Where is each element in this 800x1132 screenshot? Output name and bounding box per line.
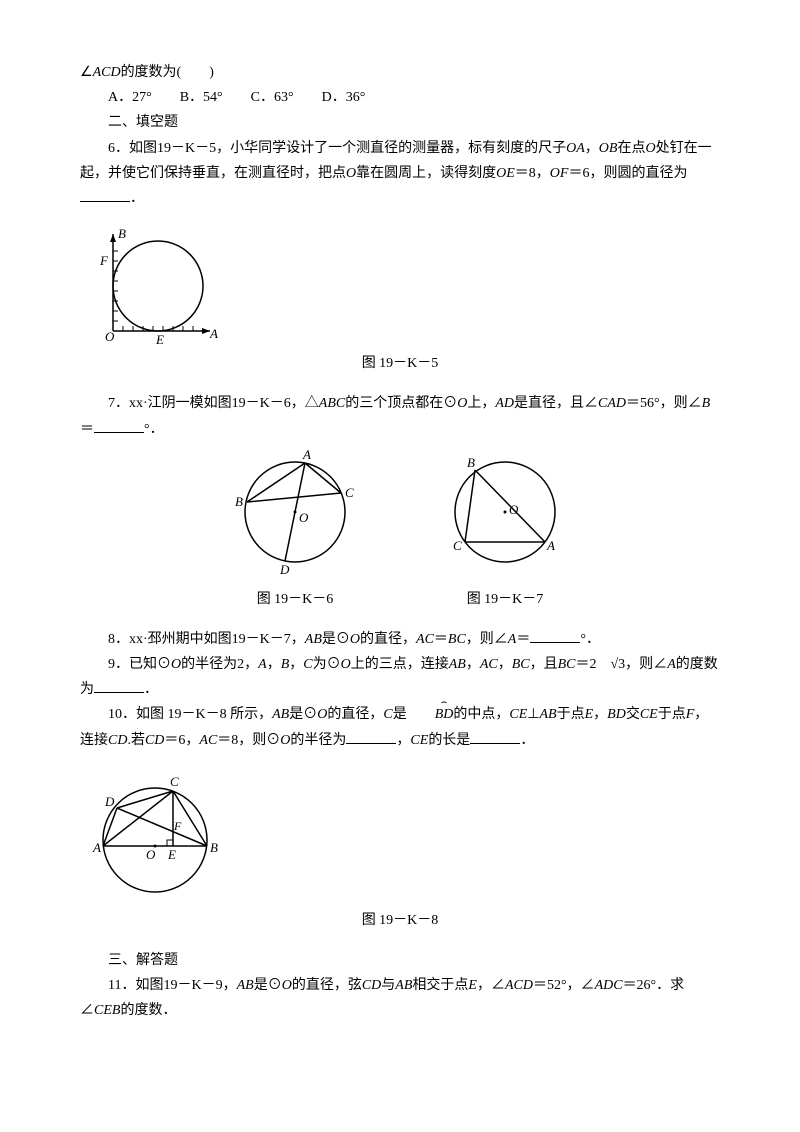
fig7-svg: A B C O xyxy=(435,442,575,582)
blank xyxy=(80,187,130,202)
svg-text:O: O xyxy=(509,502,519,517)
blank xyxy=(530,628,580,643)
fig8-caption: 图 19－K－8 xyxy=(80,908,720,933)
svg-text:E: E xyxy=(155,332,164,346)
q11: 11．如图19－K－9，AB是⊙O的直径，弦CD与AB相交于点E，∠ACD＝52… xyxy=(80,973,720,1023)
q5-stem: ∠ACD的度数为( ) xyxy=(80,60,720,85)
svg-text:O: O xyxy=(105,329,115,344)
fig8-svg: A B C D E F O xyxy=(80,768,230,903)
fig5-caption: 图 19－K－5 xyxy=(80,351,720,376)
arc-bd: ⌢BD xyxy=(407,702,454,727)
svg-text:B: B xyxy=(235,494,243,509)
svg-text:A: A xyxy=(209,326,218,341)
q9: 9．已知⊙O的半径为2，A，B，C为⊙O上的三点，连接AB，AC，BC，且BC＝… xyxy=(80,652,720,702)
blank xyxy=(94,418,144,433)
q10: 10．如图 19－K－8 所示，AB是⊙O的直径，C是⌢BD的中点，CE⊥AB于… xyxy=(80,702,720,752)
svg-text:C: C xyxy=(345,485,354,500)
svg-text:O: O xyxy=(146,847,156,862)
figure-5: O A B E F 图 19－K－5 xyxy=(80,226,720,376)
svg-text:B: B xyxy=(118,226,126,241)
svg-text:D: D xyxy=(104,794,115,809)
fig6-caption: 图 19－K－6 xyxy=(257,587,334,612)
svg-text:A: A xyxy=(302,447,311,462)
q6: 6．如图19－K－5，小华同学设计了一个测直径的测量器，标有刻度的尺子OA，OB… xyxy=(80,136,720,212)
svg-text:B: B xyxy=(467,455,475,470)
blank xyxy=(94,678,144,693)
svg-text:O: O xyxy=(299,510,309,525)
q8: 8．xx·邳州期中如图19－K－7，AB是⊙O的直径，AC＝BC，则∠A＝°． xyxy=(80,627,720,652)
fig5-svg: O A B E F xyxy=(80,226,220,346)
figure-8: A B C D E F O 图 19－K－8 xyxy=(80,768,720,933)
svg-text:A: A xyxy=(92,840,101,855)
svg-text:E: E xyxy=(167,847,176,862)
blank xyxy=(470,729,520,744)
svg-text:A: A xyxy=(546,538,555,553)
svg-text:C: C xyxy=(170,774,179,789)
figure-row-6-7: A B C D O 图 19－K－6 A B C O 图 19－K－7 xyxy=(80,442,720,627)
svg-text:F: F xyxy=(173,819,182,833)
svg-text:C: C xyxy=(453,538,462,553)
q5-options: A．27° B．54° C．63° D．36° xyxy=(80,85,720,110)
q7: 7．xx·江阴一模如图19－K－6，△ABC的三个顶点都在⊙O上，AD是直径，且… xyxy=(80,391,720,441)
section-3: 三、解答题 xyxy=(80,948,720,973)
svg-text:B: B xyxy=(210,840,218,855)
blank xyxy=(346,729,396,744)
svg-text:F: F xyxy=(99,253,109,268)
svg-text:D: D xyxy=(279,562,290,577)
section-2: 二、填空题 xyxy=(80,110,720,135)
fig7-caption: 图 19－K－7 xyxy=(467,587,544,612)
fig6-svg: A B C D O xyxy=(225,442,365,582)
